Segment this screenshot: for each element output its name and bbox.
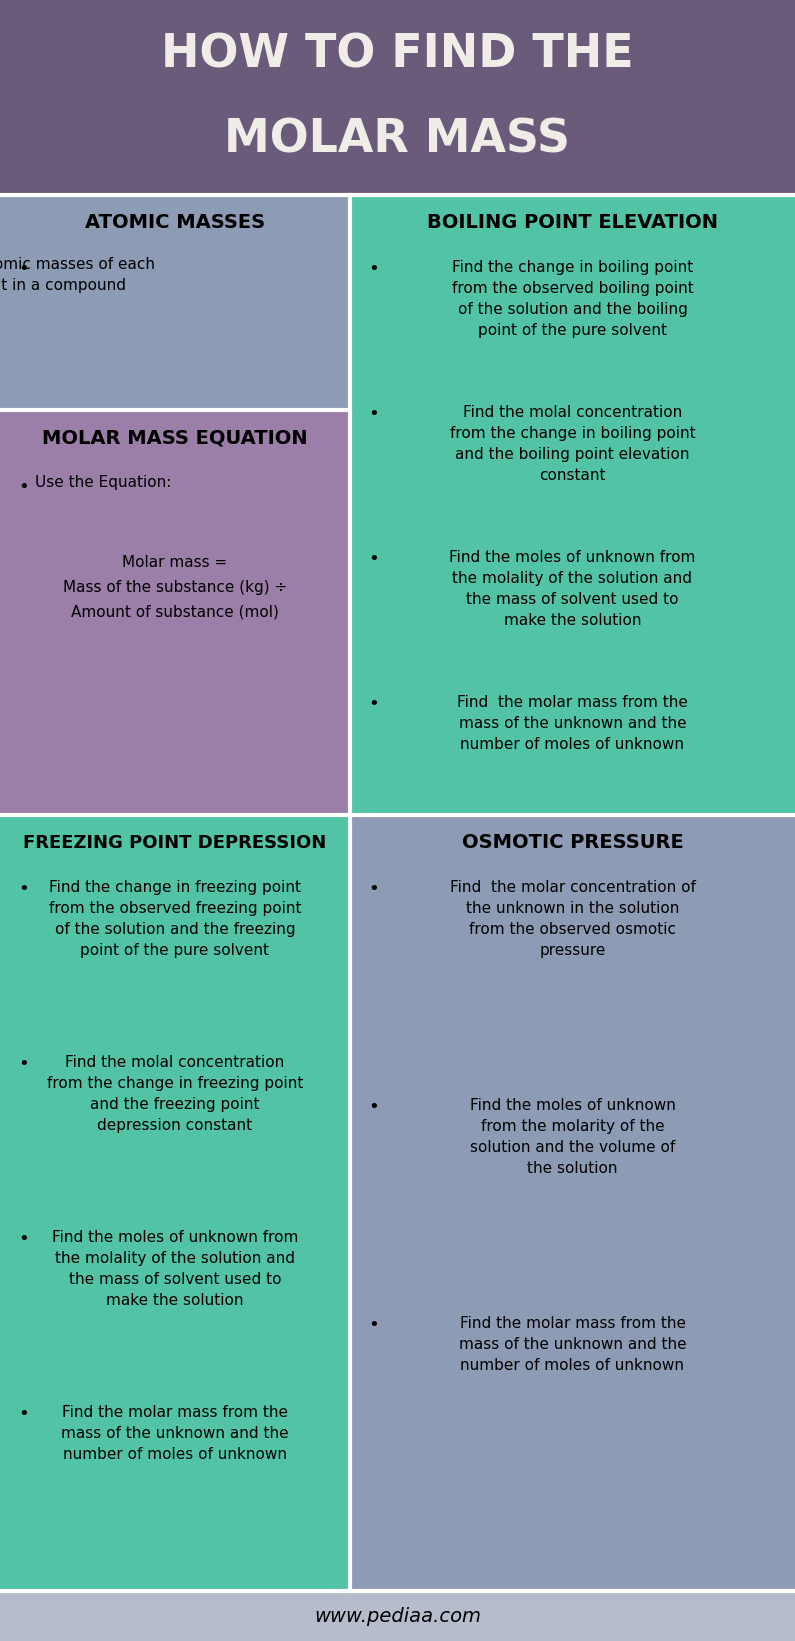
Bar bbox=[0, 195, 350, 410]
Text: Find the molal concentration
from the change in boiling point
and the boiling po: Find the molal concentration from the ch… bbox=[450, 405, 696, 482]
Text: •: • bbox=[368, 880, 378, 898]
Text: •: • bbox=[18, 1405, 29, 1423]
Text: •: • bbox=[368, 405, 378, 423]
Bar bbox=[0, 0, 795, 195]
Text: •: • bbox=[368, 696, 378, 712]
Text: ATOMIC MASSES: ATOMIC MASSES bbox=[85, 213, 265, 233]
Text: Molar mass =
Mass of the substance (kg) ÷
Amount of substance (mol): Molar mass = Mass of the substance (kg) … bbox=[63, 555, 287, 619]
Text: Add the atomic masses of each
element in a compound: Add the atomic masses of each element in… bbox=[0, 258, 156, 294]
Text: Find the moles of unknown
from the molarity of the
solution and the volume of
th: Find the moles of unknown from the molar… bbox=[470, 1098, 676, 1177]
Text: •: • bbox=[18, 1055, 29, 1073]
Bar bbox=[0, 816, 350, 1592]
Text: Find the change in boiling point
from the observed boiling point
of the solution: Find the change in boiling point from th… bbox=[452, 259, 693, 338]
Text: •: • bbox=[368, 1316, 378, 1334]
Text: •: • bbox=[18, 478, 29, 496]
Text: Find the change in freezing point
from the observed freezing point
of the soluti: Find the change in freezing point from t… bbox=[48, 880, 301, 958]
Text: •: • bbox=[18, 1231, 29, 1249]
Text: •: • bbox=[368, 1098, 378, 1116]
Text: Find the molar mass from the
mass of the unknown and the
number of moles of unkn: Find the molar mass from the mass of the… bbox=[459, 1316, 686, 1374]
Text: FREEZING POINT DEPRESSION: FREEZING POINT DEPRESSION bbox=[23, 834, 327, 852]
Bar bbox=[350, 816, 795, 1592]
Text: Find the molal concentration
from the change in freezing point
and the freezing : Find the molal concentration from the ch… bbox=[47, 1055, 303, 1132]
Text: •: • bbox=[368, 550, 378, 568]
Text: Find the moles of unknown from
the molality of the solution and
the mass of solv: Find the moles of unknown from the molal… bbox=[52, 1231, 298, 1308]
Text: Use the Equation:: Use the Equation: bbox=[35, 474, 172, 491]
Text: MOLAR MASS: MOLAR MASS bbox=[224, 118, 571, 162]
Text: HOW TO FIND THE: HOW TO FIND THE bbox=[161, 33, 634, 77]
Text: Find the moles of unknown from
the molality of the solution and
the mass of solv: Find the moles of unknown from the molal… bbox=[449, 550, 696, 629]
Text: BOILING POINT ELEVATION: BOILING POINT ELEVATION bbox=[427, 213, 718, 233]
Text: MOLAR MASS EQUATION: MOLAR MASS EQUATION bbox=[42, 428, 308, 448]
Text: •: • bbox=[368, 259, 378, 277]
Bar bbox=[0, 1592, 795, 1641]
Text: •: • bbox=[18, 880, 29, 898]
Bar bbox=[350, 195, 795, 816]
Bar bbox=[0, 410, 350, 816]
Text: •: • bbox=[18, 259, 29, 277]
Text: Find  the molar concentration of
the unknown in the solution
from the observed o: Find the molar concentration of the unkn… bbox=[449, 880, 696, 958]
Text: Find  the molar mass from the
mass of the unknown and the
number of moles of unk: Find the molar mass from the mass of the… bbox=[457, 696, 688, 752]
Text: Find the molar mass from the
mass of the unknown and the
number of moles of unkn: Find the molar mass from the mass of the… bbox=[61, 1405, 289, 1462]
Text: OSMOTIC PRESSURE: OSMOTIC PRESSURE bbox=[462, 834, 684, 853]
Text: www.pediaa.com: www.pediaa.com bbox=[314, 1607, 481, 1626]
